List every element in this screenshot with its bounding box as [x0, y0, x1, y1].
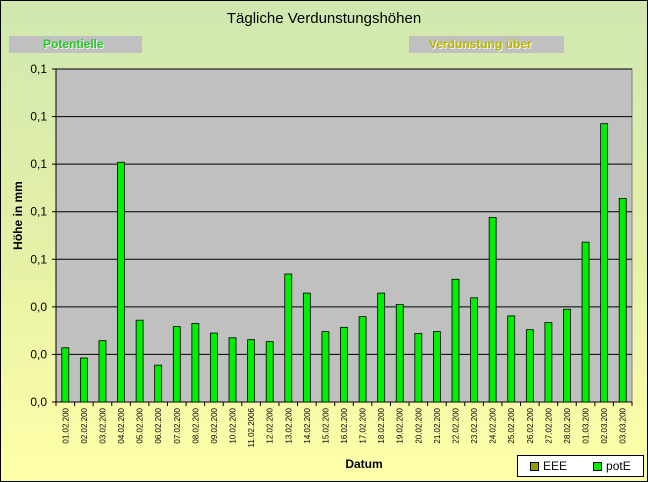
bar-pote: [563, 308, 571, 403]
bar-pote: [302, 292, 311, 403]
bar-pote: [488, 217, 497, 403]
x-tick-label: 01.02.200: [61, 407, 70, 443]
x-tick-label: 08.02.200: [191, 407, 200, 443]
x-tick-label: 22.02.200: [451, 407, 460, 443]
legend-label-eee: EEE: [543, 459, 568, 473]
x-tick-label: 23.02.200: [470, 407, 479, 443]
x-tick-label: 15.02.200: [321, 407, 330, 443]
x-tick-label: 02.02.200: [80, 407, 89, 443]
y-tick-label: 0,1: [30, 157, 47, 171]
x-tick-label: 01.03.200: [582, 407, 591, 443]
x-tick-label: 05.02.200: [136, 407, 145, 443]
bar-pote: [61, 347, 70, 403]
x-tick-label: 19.02.200: [396, 407, 405, 443]
x-tick-label: 16.02.200: [340, 407, 349, 443]
y-axis-title: Höhe in mm: [11, 181, 25, 250]
x-tick-label: 13.02.200: [284, 407, 293, 443]
x-tick-label: 24.02.200: [489, 407, 498, 443]
x-tick-label: 10.02.200: [229, 407, 238, 443]
legend-item-eee: EEE: [530, 459, 567, 473]
bar-pote: [321, 331, 330, 403]
bar-pote: [284, 273, 293, 403]
y-tick-label: 0,1: [30, 205, 47, 219]
bar-pote: [98, 340, 107, 403]
y-tick-label: 0,0: [30, 347, 47, 361]
legend-swatch-pote: [593, 461, 603, 471]
chart-title: Tägliche Verdunstungshöhen: [226, 10, 422, 27]
y-tick-label: 0,0: [30, 395, 47, 409]
y-tick-label: 0,1: [30, 62, 47, 76]
bar-pote: [414, 333, 423, 403]
legend-item-pote: potE: [593, 459, 631, 473]
bar-pote: [135, 319, 144, 403]
bar-pote: [451, 278, 460, 403]
bar-pote: [507, 315, 516, 403]
bar-pote: [79, 357, 88, 403]
bar-pote: [117, 161, 125, 403]
bar-pote: [340, 326, 348, 403]
bar-pote: [358, 316, 367, 403]
x-tick-label: 09.02.200: [210, 407, 219, 443]
x-tick-label: 20.02.200: [414, 407, 423, 443]
y-tick-label: 0,0: [30, 300, 47, 314]
bar-pote: [544, 322, 553, 403]
y-tick-label: 0,1: [30, 252, 47, 266]
bar-pote: [247, 339, 255, 403]
bar-pote: [600, 123, 609, 403]
bar-pote: [191, 323, 200, 403]
annotation-potentielle: Potentielle: [9, 36, 142, 53]
bar-pote: [172, 326, 181, 403]
x-tick-label: 02.03.200: [600, 407, 609, 443]
legend: EEE potE: [517, 455, 644, 477]
x-tick-label: 28.02.200: [563, 407, 572, 443]
x-tick-label: 26.02.200: [526, 407, 535, 443]
bar-pote: [154, 364, 163, 403]
legend-swatch-eee: [530, 461, 539, 471]
bar-pote: [210, 332, 218, 403]
x-tick-label: 21.02.200: [433, 407, 442, 443]
bar-pote: [395, 304, 404, 403]
x-axis-title: Datum: [345, 457, 382, 471]
bar-pote: [470, 297, 478, 403]
bar-pote: [228, 337, 237, 403]
bar-pote: [581, 241, 590, 403]
x-tick-label: 12.02.200: [266, 407, 275, 443]
x-tick-label: 04.02.200: [117, 407, 126, 443]
bar-pote: [618, 197, 627, 403]
x-tick-label: 27.02.200: [544, 407, 553, 443]
x-tick-label: 06.02.200: [154, 407, 163, 443]
x-tick-label: 18.02.200: [377, 407, 386, 443]
x-tick-label: 17.02.200: [359, 407, 368, 443]
bar-pote: [265, 341, 274, 403]
legend-label-pote: potE: [606, 459, 631, 473]
bar-pote: [525, 329, 534, 403]
x-tick-label: 14.02.200: [303, 407, 312, 443]
bar-pote: [433, 331, 441, 403]
x-tick-label: 25.02.200: [507, 407, 516, 443]
bar-pote: [377, 292, 386, 403]
annotation-verdunstung-ueber: Verdunstung über: [409, 36, 564, 53]
x-tick-label: 11.02.2006: [247, 407, 256, 447]
y-tick-label: 0,1: [30, 110, 47, 124]
x-tick-label: 03.02.200: [98, 407, 107, 443]
x-tick-label: 03.03.200: [619, 407, 628, 443]
x-tick-label: 07.02.200: [173, 407, 182, 443]
